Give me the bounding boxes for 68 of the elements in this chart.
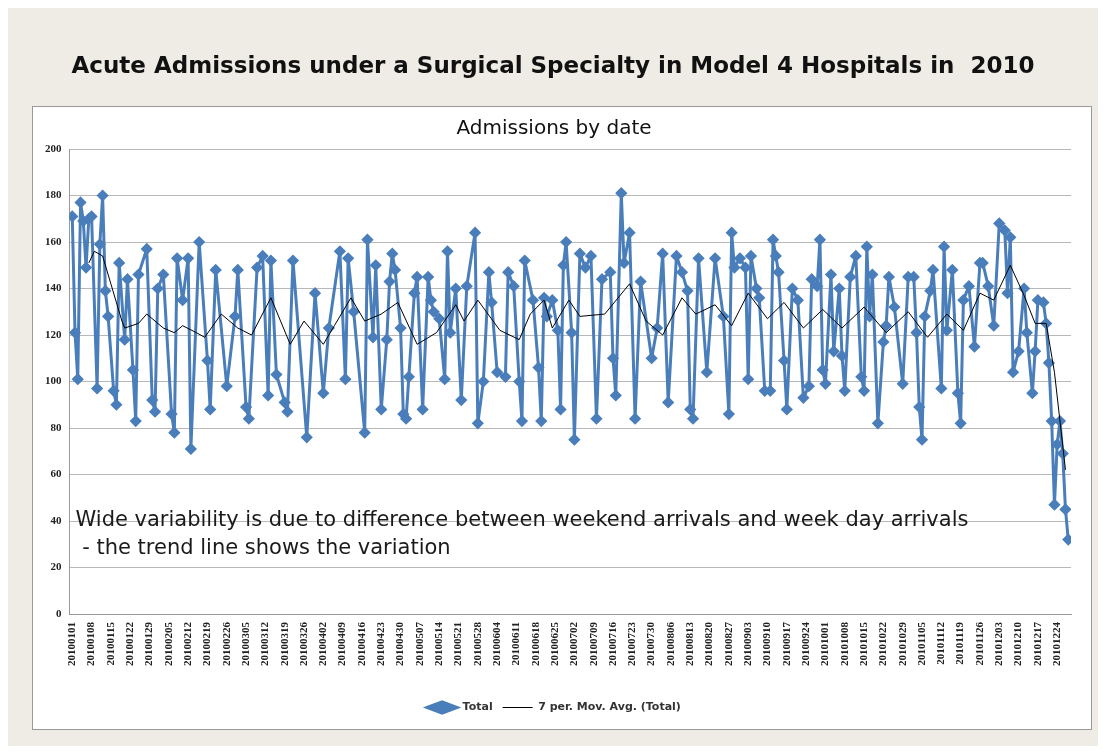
x-tick-label: 20101029 [895,621,908,666]
x-tick-label: 20100108 [84,621,97,666]
x-tick-label: 20100101 [65,622,78,666]
x-tick-label: 20100212 [180,621,193,666]
x-tick-label: 20101217 [1030,621,1043,666]
x-tick-label: 20100806 [663,621,676,666]
y-tick-label: 40 [50,513,62,526]
y-tick-label: 80 [50,420,62,433]
x-tick-label: 20100820 [702,621,715,666]
x-tick-label: 20100827 [721,621,734,666]
legend-label: Total [462,700,493,714]
y-tick-label: 140 [45,281,62,294]
x-tick-label: 20100702 [567,621,580,666]
x-tick-label: 20100115 [103,621,116,666]
x-tick-label: 20100521 [451,622,464,666]
x-tick-label: 20100423 [374,621,387,666]
x-tick-label: 20100319 [277,621,290,666]
x-tick-label: 20100205 [161,621,174,666]
x-tick-label: 20100611 [509,622,522,666]
x-tick-label: 20101105 [914,621,927,666]
x-tick-label: 20100625 [547,621,560,666]
x-tick-label: 20100122 [123,621,136,666]
x-tick-label: 20100312 [258,621,271,666]
x-tick-label: 20100730 [644,621,657,666]
x-tick-label: 20100409 [335,621,348,666]
x-tick-label: 20100917 [779,621,792,666]
x-tick-label: 20100226 [219,621,232,666]
y-tick-label: 20 [50,560,62,573]
y-tick-label: 160 [45,234,62,247]
x-tick-label: 20101224 [1050,621,1063,666]
y-tick-label: 120 [45,327,62,340]
x-tick-label: 20100723 [625,621,638,666]
x-tick-label: 20100903 [741,621,754,666]
chart-title: Acute Admissions under a Surgical Specialty in Model 4 Hospitals in 2010 [70,52,1036,78]
x-tick-label: 20101210 [1011,621,1024,666]
y-tick-label: 100 [45,374,62,387]
x-tick-label: 20100219 [200,621,213,666]
x-tick-label: 20100528 [470,621,483,666]
x-tick-label: 20101008 [837,621,850,666]
chart-subtitle: Admissions by date [456,115,652,140]
x-tick-label: 20101015 [856,621,869,666]
x-tick-label: 20100416 [354,621,367,666]
x-tick-label: 20101119 [953,621,966,665]
x-tick-label: 20100326 [296,621,309,666]
x-tick-label: 20100604 [489,621,502,666]
x-tick-label: 20100507 [412,621,425,666]
legend-label: 7 per. Mov. Avg. (Total) [538,700,681,714]
x-tick-label: 20101112 [934,621,947,665]
y-tick-label: 60 [50,467,62,480]
y-tick-label: 200 [45,141,62,154]
annotation: Wide variability is due to difference between weekend arrivals and week day arrivals - the trend line shows the variation [75,506,969,559]
x-tick-label: 20100305 [238,621,251,666]
x-tick-label: 20100716 [605,621,618,666]
x-tick-label: 20100430 [393,621,406,666]
x-tick-label: 20100129 [142,621,155,666]
x-tick-label: 20101203 [992,621,1005,666]
x-tick-label: 20100709 [586,621,599,666]
x-tick-label: 20100910 [760,621,773,666]
x-tick-label: 20100402 [316,621,329,666]
x-tick-label: 20100924 [798,621,811,666]
x-tick-label: 20101022 [876,621,889,666]
x-tick-label: 20101126 [972,621,985,666]
y-tick-label: 180 [45,188,62,201]
x-tick-label: 20100618 [528,621,541,666]
y-tick-label: 0 [56,606,62,619]
x-tick-label: 20101001 [818,622,831,666]
x-tick-label: 20100813 [683,621,696,666]
x-tick-label: 20100514 [432,621,445,666]
